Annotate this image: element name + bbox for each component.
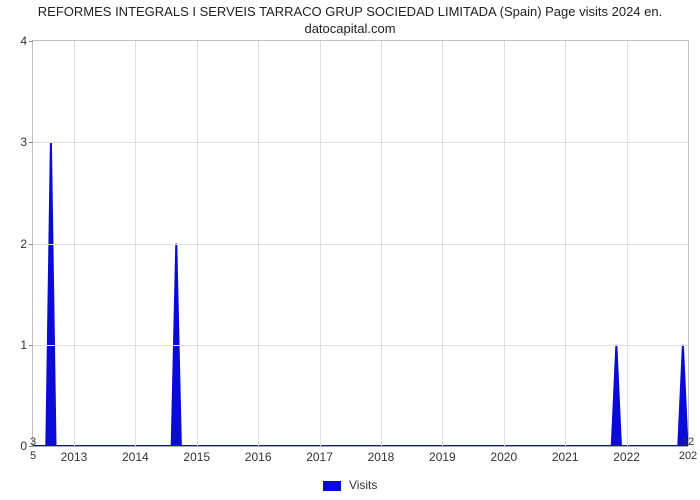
grid-v: [320, 41, 321, 446]
xtick-label: 2013: [61, 450, 88, 464]
chart-title-line1: REFORMES INTEGRALS I SERVEIS TARRACO GRU…: [38, 4, 662, 19]
xtick-label: 2016: [245, 450, 272, 464]
xtick-label: 2018: [368, 450, 395, 464]
xtick-edge-bottom: 202: [679, 450, 697, 462]
xtick-label: 2017: [306, 450, 333, 464]
legend: Visits: [0, 478, 700, 492]
grid-v: [135, 41, 136, 446]
xtick-label: 2014: [122, 450, 149, 464]
ytick-mark: [29, 345, 33, 346]
ytick-mark: [29, 142, 33, 143]
xtick-label: 2015: [183, 450, 210, 464]
grid-v: [565, 41, 566, 446]
grid-v: [258, 41, 259, 446]
ytick-label: 0: [20, 439, 27, 453]
ytick-mark: [29, 244, 33, 245]
grid-v: [74, 41, 75, 446]
chart-title: REFORMES INTEGRALS I SERVEIS TARRACO GRU…: [0, 4, 700, 38]
baseline: [33, 446, 688, 447]
chart-title-line2: datocapital.com: [304, 21, 395, 36]
xtick-label: 2019: [429, 450, 456, 464]
ytick-mark: [29, 41, 33, 42]
xtick-label: 2021: [552, 450, 579, 464]
ytick-label: 4: [20, 34, 27, 48]
grid-h: [33, 345, 688, 346]
chart-area: 0123420132014201520162017201820192020202…: [32, 40, 687, 445]
xtick-edge-bottom: 5: [30, 450, 36, 462]
grid-h: [33, 244, 688, 245]
grid-v: [197, 41, 198, 446]
ytick-label: 3: [20, 135, 27, 149]
ytick-label: 2: [20, 237, 27, 251]
grid-v: [627, 41, 628, 446]
grid-v: [504, 41, 505, 446]
grid-v: [442, 41, 443, 446]
plot-region: 0123420132014201520162017201820192020202…: [32, 40, 689, 446]
legend-label: Visits: [349, 478, 377, 492]
visits-series: [33, 142, 688, 446]
xtick-label: 2022: [613, 450, 640, 464]
legend-swatch: [323, 481, 341, 491]
xtick-label: 2020: [490, 450, 517, 464]
grid-h: [33, 142, 688, 143]
ytick-label: 1: [20, 338, 27, 352]
grid-v: [381, 41, 382, 446]
